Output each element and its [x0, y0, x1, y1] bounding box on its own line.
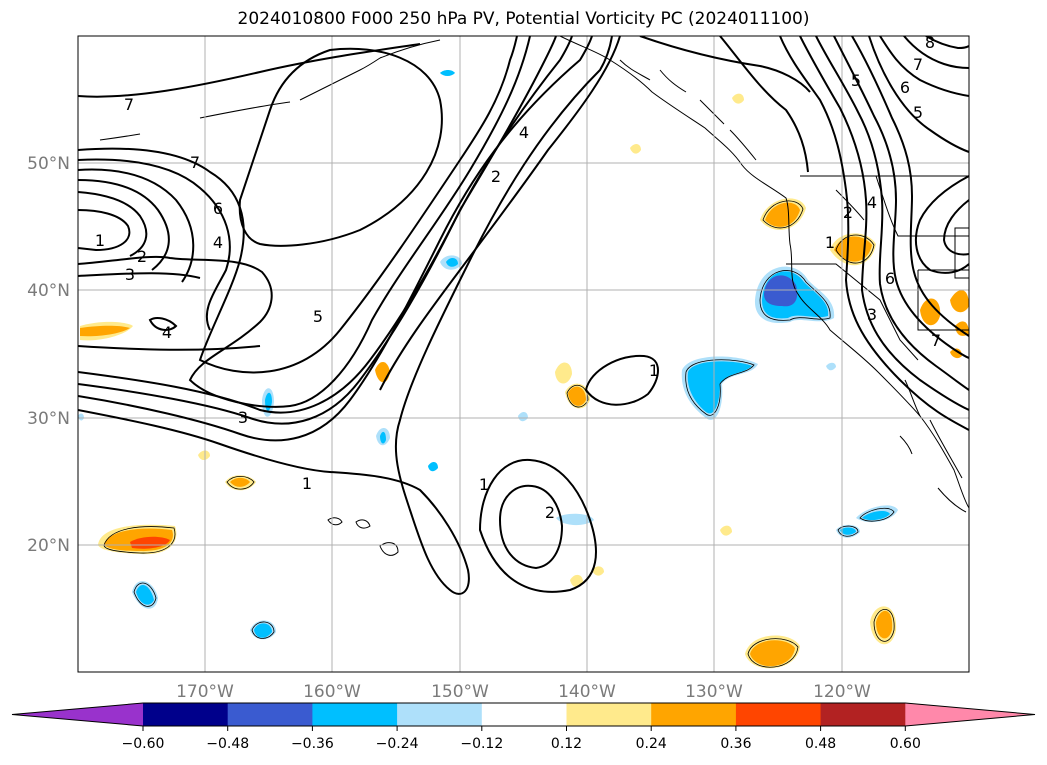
colorbar-tick-label: −0.36: [291, 736, 334, 752]
map-frame: [77, 35, 970, 673]
pv-contours: [78, 36, 969, 595]
contour-label: 2: [843, 203, 853, 222]
longitude-labels: 170°W 160°W 150°W 140°W 130°W 120°W: [176, 682, 871, 702]
colorbar-box: [397, 703, 483, 726]
contour-label: 6: [213, 199, 223, 218]
lon-tick-label: 150°W: [431, 682, 489, 702]
contour-label: 7: [190, 153, 200, 172]
colorbar-box: [651, 703, 737, 726]
colorbar-tick-label: −0.48: [206, 736, 249, 752]
map-background: [78, 36, 969, 672]
contour-label: 6: [900, 78, 910, 97]
colorbar-box: [481, 703, 567, 726]
lat-tick-label: 20°N: [27, 536, 70, 556]
lat-tick-label: 40°N: [27, 281, 70, 301]
map-title: 2024010800 F000 250 hPa PV, Potential Vo…: [237, 9, 810, 29]
contour-label: 3: [125, 265, 135, 284]
contour-label: 7: [124, 95, 134, 114]
colorbar-box: [566, 703, 652, 726]
contour-label: 4: [162, 323, 172, 342]
contour-label: 7: [931, 331, 941, 350]
lon-tick-label: 120°W: [813, 682, 871, 702]
contour-label: 4: [519, 123, 529, 142]
colorbar-box: [735, 703, 822, 726]
lon-tick-label: 140°W: [558, 682, 616, 702]
lon-tick-label: 170°W: [176, 682, 234, 702]
colorbar-tick-label: 0.48: [805, 736, 836, 752]
contour-label: 2: [491, 167, 501, 186]
colorbar-box: [227, 703, 313, 726]
graticule: [78, 36, 969, 672]
colorbar-extend-high: [905, 703, 1035, 726]
contour-label: 2: [137, 247, 147, 266]
contour-label: 4: [213, 233, 223, 252]
colorbar-tick-label: 0.36: [720, 736, 751, 752]
contour-label: 7: [913, 55, 923, 74]
colorbar-tick-label: 0.60: [890, 736, 921, 752]
colorbar-tick-label: 0.12: [551, 736, 582, 752]
contour-label: 1: [479, 475, 489, 494]
contour-label: 5: [313, 307, 323, 326]
lon-tick-label: 160°W: [303, 682, 361, 702]
colorbar-tick-label: −0.12: [460, 736, 503, 752]
contour-label: 1: [825, 233, 835, 252]
colorbar-box: [143, 703, 229, 726]
colorbar-tick-label: −0.24: [376, 736, 419, 752]
contour-label: 5: [851, 71, 861, 90]
contour-label: 3: [867, 305, 877, 324]
contour-label: 5: [913, 103, 923, 122]
colorbar-box: [820, 703, 906, 726]
contour-label: 8: [925, 33, 935, 52]
contour-label: 3: [238, 408, 248, 427]
lon-tick-label: 130°W: [685, 682, 743, 702]
contour-label: 1: [649, 361, 659, 380]
colorbar-tick-label: 0.24: [636, 736, 667, 752]
colorbar-extend-low: [12, 703, 143, 726]
pv-shading: [78, 70, 969, 669]
latitude-labels: 50°N 40°N 30°N 20°N: [27, 154, 70, 556]
pv-threshold-outlines: [103, 200, 895, 668]
contour-label: 2: [545, 503, 555, 522]
contour-label: 4: [867, 193, 877, 212]
lat-tick-label: 50°N: [27, 154, 70, 174]
contour-labels: 7 7 6 4 1 2 3 4 5 3 1 4 2 1 2 1 5 6 7 8 …: [95, 33, 941, 522]
colorbar-box: [312, 703, 398, 726]
colorbar: −0.60 −0.48 −0.36 −0.24 −0.12 0.12 0.24 0.36 0.4…: [11, 702, 1036, 752]
contour-label: 6: [885, 269, 895, 288]
colorbar-tick-label: −0.60: [122, 736, 165, 752]
contour-label: 1: [95, 231, 105, 250]
contour-label: 1: [302, 474, 312, 493]
lat-tick-label: 30°N: [27, 409, 70, 429]
